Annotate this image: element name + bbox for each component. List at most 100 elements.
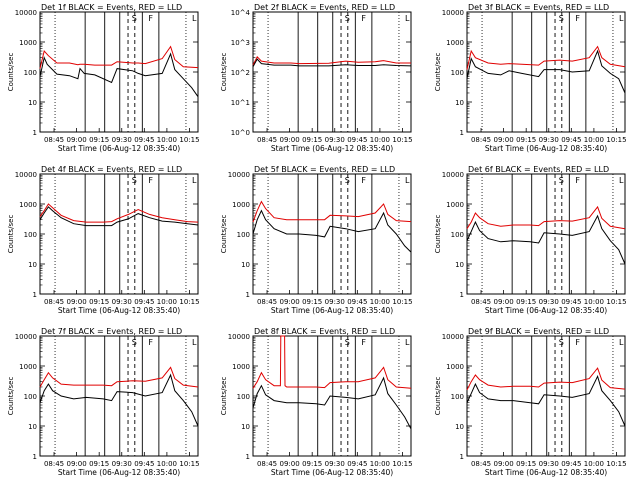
x-tick-label: 09:15 — [516, 460, 536, 468]
y-axis-label: Counts/sec — [7, 377, 15, 416]
marker-label: L — [405, 338, 410, 347]
y-tick-label: 100 — [24, 393, 37, 401]
y-tick-label: 10000 — [15, 9, 37, 17]
x-tick-label: 09:45 — [134, 460, 154, 468]
x-tick-label: 09:00 — [280, 298, 300, 306]
y-tick-label: 10 — [28, 423, 37, 431]
x-tick-label: 09:30 — [539, 298, 559, 306]
x-tick-label: 10:00 — [584, 298, 604, 306]
lld-series-line — [466, 367, 626, 391]
y-axis-label: Counts/sec — [7, 215, 15, 254]
lld-series-line — [252, 200, 412, 223]
x-axis-label: Start Time (06-Aug-12 08:35:40) — [58, 468, 180, 477]
plot-frame — [466, 11, 626, 133]
plot-frame — [39, 173, 199, 295]
x-tick-label: 09:00 — [280, 136, 300, 144]
x-tick-label: 09:30 — [112, 460, 132, 468]
marker-label: L — [405, 14, 410, 23]
x-tick-label: 09:45 — [134, 298, 154, 306]
y-tick-label: 10^4 — [231, 9, 251, 17]
x-axis-label: Start Time (06-Aug-12 08:35:40) — [485, 144, 607, 153]
x-tick-label: 09:15 — [302, 460, 322, 468]
events-series-line — [466, 49, 626, 94]
y-tick-label: 10 — [241, 261, 250, 269]
x-tick-label: 09:15 — [89, 136, 109, 144]
y-tick-label: 10000 — [15, 171, 37, 179]
y-tick-label: 1000 — [446, 201, 464, 209]
x-tick-label: 08:45 — [44, 136, 64, 144]
x-tick-label: 09:15 — [302, 136, 322, 144]
y-axis-label: Counts/sec — [220, 215, 228, 254]
x-axis-label: Start Time (06-Aug-12 08:35:40) — [271, 144, 393, 153]
x-tick-label: 09:00 — [67, 136, 87, 144]
x-axis-label: Start Time (06-Aug-12 08:35:40) — [271, 306, 393, 315]
chart-title: Det 7f BLACK = Events, RED = LLD — [41, 327, 182, 336]
chart-panel-9: Det 9f BLACK = Events, RED = LLD 1 10 100 10… — [434, 327, 627, 477]
chart-title: Det 4f BLACK = Events, RED = LLD — [41, 165, 182, 174]
x-tick-label: 09:45 — [347, 460, 367, 468]
lld-series-line — [39, 203, 199, 223]
x-tick-label: 10:15 — [606, 136, 626, 144]
x-tick-label: 10:00 — [157, 298, 177, 306]
lld-series-line — [252, 55, 411, 66]
x-axis-label: Start Time (06-Aug-12 08:35:40) — [271, 468, 393, 477]
chart-title: Det 3f BLACK = Events, RED = LLD — [468, 3, 609, 12]
x-tick-label: 09:45 — [561, 460, 581, 468]
lld-series-line — [466, 205, 626, 230]
marker-label: F — [361, 14, 366, 23]
x-axis-label: Start Time (06-Aug-12 08:35:40) — [58, 306, 180, 315]
marker-label: S — [345, 338, 350, 347]
x-tick-label: 09:15 — [516, 298, 536, 306]
lld-series-line — [252, 335, 412, 389]
x-tick-label: 10:00 — [584, 460, 604, 468]
chart-panel-4: Det 4f BLACK = Events, RED = LLD 1 10 100 10… — [7, 165, 200, 315]
x-tick-label: 09:45 — [561, 136, 581, 144]
plot-frame — [252, 11, 412, 133]
marker-label: S — [132, 338, 137, 347]
marker-label: L — [619, 14, 624, 23]
x-tick-label: 10:15 — [392, 298, 412, 306]
plot-frame — [466, 335, 626, 457]
y-tick-label: 10000 — [228, 171, 250, 179]
x-tick-label: 08:45 — [471, 298, 491, 306]
events-series-line — [39, 52, 199, 97]
marker-label: S — [345, 176, 350, 185]
y-tick-label: 1 — [460, 453, 464, 461]
x-tick-label: 09:00 — [494, 460, 514, 468]
marker-label: L — [192, 14, 197, 23]
y-tick-label: 10 — [241, 423, 250, 431]
y-tick-label: 1 — [246, 291, 250, 299]
x-tick-label: 08:45 — [257, 136, 277, 144]
x-tick-label: 10:15 — [179, 460, 199, 468]
y-tick-label: 10 — [455, 261, 464, 269]
marker-label: F — [575, 14, 580, 23]
y-tick-label: 100 — [24, 231, 37, 239]
marker-label: S — [559, 176, 564, 185]
x-tick-label: 09:30 — [112, 298, 132, 306]
y-tick-label: 1000 — [232, 363, 250, 371]
x-tick-label: 08:45 — [257, 460, 277, 468]
x-tick-label: 10:00 — [370, 298, 390, 306]
chart-panel-8: Det 8f BLACK = Events, RED = LLD 1 10 100 10… — [220, 327, 413, 477]
x-tick-label: 10:15 — [606, 460, 626, 468]
y-tick-label: 100 — [451, 393, 464, 401]
x-tick-label: 10:00 — [157, 136, 177, 144]
marker-label: S — [345, 14, 350, 23]
marker-label: S — [132, 176, 137, 185]
chart-title: Det 8f BLACK = Events, RED = LLD — [254, 327, 395, 336]
marker-label: L — [405, 176, 410, 185]
y-axis-label: Counts/sec — [434, 53, 442, 92]
y-tick-label: 10^1 — [231, 99, 250, 107]
chart-panel-1: Det 1f BLACK = Events, RED = LLD 1 10 100 10… — [7, 3, 200, 153]
y-tick-label: 1 — [33, 129, 37, 137]
x-tick-label: 09:45 — [347, 298, 367, 306]
marker-label: F — [148, 338, 153, 347]
lld-series-line — [466, 45, 626, 70]
y-tick-label: 1000 — [19, 201, 37, 209]
y-tick-label: 10000 — [442, 333, 464, 341]
marker-label: F — [575, 338, 580, 347]
chart-title: Det 5f BLACK = Events, RED = LLD — [254, 165, 395, 174]
y-tick-label: 1000 — [232, 201, 250, 209]
x-tick-label: 09:30 — [539, 136, 559, 144]
